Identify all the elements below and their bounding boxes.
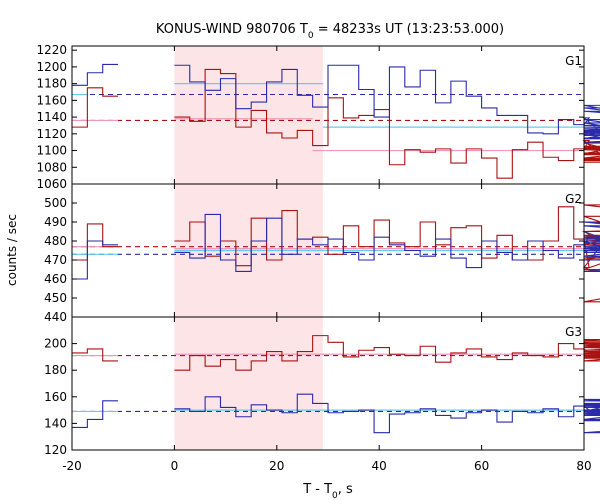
panel-g2-hard-pre-trigger-line (72, 223, 119, 261)
panel-g1-hard-pre-trigger-line (72, 87, 119, 128)
panel-g1-hard-step-line (174, 68, 600, 179)
panel-g1-soft-pre-trigger-line (72, 63, 119, 86)
x-tick-label: -20 (62, 459, 82, 473)
panel-g3-soft-pre-trigger-line (72, 400, 119, 428)
x-tick-label: 80 (576, 459, 591, 473)
panel-g1-ytick-label: 1180 (36, 77, 67, 91)
panel-g3-ytick-label: 200 (44, 337, 67, 351)
panel-g3-frame (71, 316, 585, 451)
y-axis-label: counts / sec (5, 214, 19, 286)
panel-g2-ytick-label: 460 (44, 272, 67, 286)
panel-g1-ytick-label: 1060 (36, 177, 67, 191)
x-tick-label: 60 (474, 459, 489, 473)
panel-g2-ytick-label: 480 (44, 234, 67, 248)
panel-g3-hard-step-line (174, 335, 600, 371)
panel-g1-label: G1 (565, 54, 582, 68)
x-tick-label: 40 (372, 459, 387, 473)
panel-g3-ytick-label: 160 (44, 390, 67, 404)
panel-g1-ytick-label: 1140 (36, 110, 67, 124)
panel-g2-soft-step-line (174, 213, 600, 272)
panel-g2-label: G2 (565, 192, 582, 206)
x-tick-label: 0 (171, 459, 179, 473)
panel-g2-ytick-label: 450 (44, 291, 67, 305)
panel-g1-soft-step-line (174, 64, 600, 143)
panel-g2-soft-pre-trigger-line (72, 240, 119, 280)
panel-g1-ytick-label: 1220 (36, 43, 67, 57)
chart-title: KONUS-WIND 980706 T0 = 48233s UT (13:23:… (156, 22, 504, 41)
panel-g2-ytick-label: 490 (44, 215, 67, 229)
panel-g2-ytick-label: 440 (44, 310, 67, 324)
panel-g1-ytick-label: 1120 (36, 127, 67, 141)
panel-g1-ytick-label: 1200 (36, 60, 67, 74)
panel-g1-ytick-label: 1160 (36, 93, 67, 107)
panel-g3-ytick-label: 140 (44, 416, 67, 430)
panel-g2-ytick-label: 500 (44, 196, 67, 210)
panel-g2-ytick-label: 470 (44, 253, 67, 267)
panel-g3-label: G3 (565, 325, 582, 339)
panel-g3-ytick-label: 180 (44, 363, 67, 377)
plot-area: 106010801100112011401160118012001220G144… (36, 43, 600, 473)
panel-g3-ytick-label: 120 (44, 443, 67, 457)
x-axis-label: T - T0, s (302, 482, 353, 500)
panel-g3-hard-pre-trigger-line (72, 348, 119, 362)
panel-g1-ytick-label: 1080 (36, 160, 67, 174)
panel-g3-soft-step-line (174, 393, 600, 434)
panel-g1-ytick-label: 1100 (36, 144, 67, 158)
x-tick-label: 20 (269, 459, 284, 473)
